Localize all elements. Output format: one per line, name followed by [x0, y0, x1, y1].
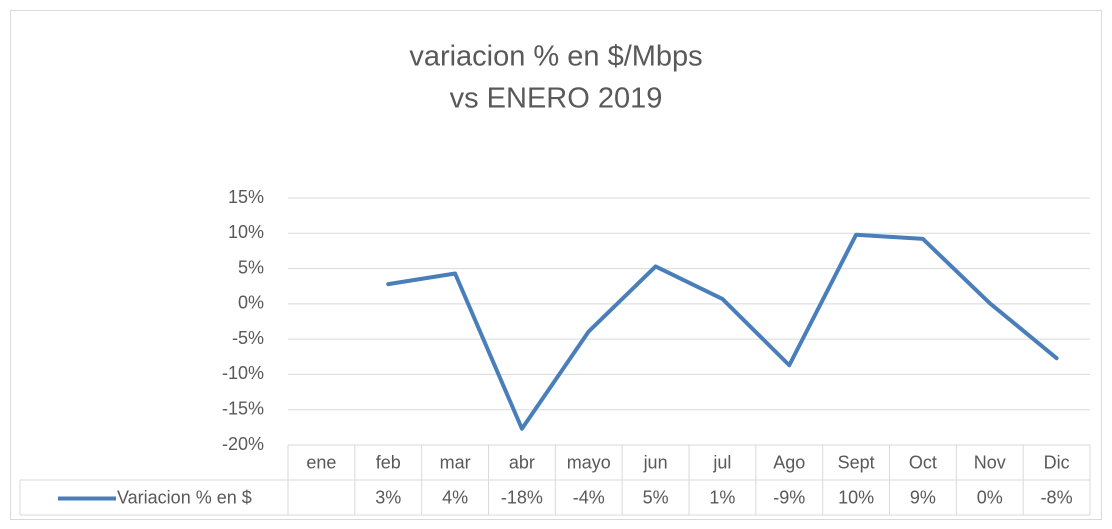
- x-tick-label: Dic: [1044, 452, 1070, 472]
- data-table-value: -8%: [1041, 487, 1073, 507]
- data-table-value: 1%: [709, 487, 735, 507]
- y-tick-label: -20%: [222, 434, 264, 454]
- legend-label: Variacion % en $: [117, 487, 252, 507]
- x-tick-label: Oct: [909, 452, 937, 472]
- data-table-value: 9%: [910, 487, 936, 507]
- x-tick-label: jul: [712, 452, 731, 472]
- data-table-value: -4%: [573, 487, 605, 507]
- x-tick-label: mayo: [567, 452, 611, 472]
- y-tick-label: 5%: [238, 257, 264, 277]
- chart-border: [10, 10, 1102, 520]
- data-table-value: 4%: [442, 487, 468, 507]
- y-tick-label: 15%: [228, 187, 264, 207]
- data-table-value: -18%: [501, 487, 543, 507]
- y-tick-label: -10%: [222, 363, 264, 383]
- series-line: [386, 232, 1059, 431]
- y-tick-label: 0%: [238, 293, 264, 313]
- x-tick-label: ene: [306, 452, 336, 472]
- x-tick-label: Sept: [838, 452, 875, 472]
- data-table-value: 10%: [838, 487, 874, 507]
- data-table-value: 0%: [977, 487, 1003, 507]
- x-tick-label: mar: [440, 452, 471, 472]
- x-tick-label: abr: [509, 452, 535, 472]
- x-tick-label: jun: [643, 452, 668, 472]
- y-tick-label: -15%: [222, 398, 264, 418]
- x-tick-label: feb: [376, 452, 401, 472]
- chart-title: variacion % en $/Mbps: [409, 41, 702, 73]
- y-tick-label: 10%: [228, 222, 264, 242]
- data-table-value: 5%: [643, 487, 669, 507]
- data-table-value: -9%: [773, 487, 805, 507]
- x-tick-label: Ago: [773, 452, 805, 472]
- x-tick-label: Nov: [974, 452, 1006, 472]
- y-tick-label: -5%: [232, 328, 264, 348]
- chart-title: vs ENERO 2019: [450, 83, 663, 115]
- data-table-value: 3%: [375, 487, 401, 507]
